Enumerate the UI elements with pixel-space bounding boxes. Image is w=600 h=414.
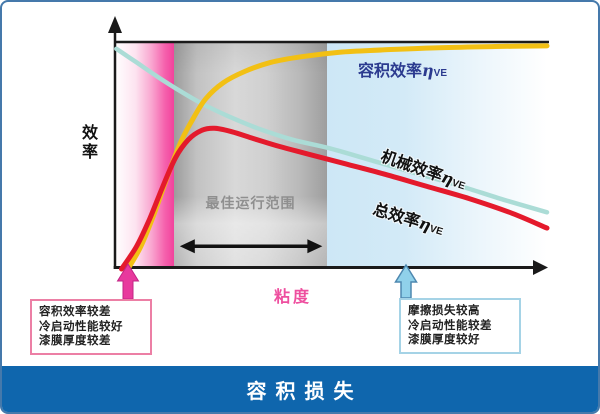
high-viscosity-up-arrow-icon xyxy=(394,263,418,299)
volumetric-label-sub: VE xyxy=(433,68,447,79)
x-axis-label: 粘度 xyxy=(274,289,313,306)
x-axis-arrow-icon xyxy=(533,260,548,275)
high-viscosity-callout: 摩擦损失较高 冷启动性能较差 漆膜厚度较好 xyxy=(399,298,521,354)
optimal-range-arrow-head-icon xyxy=(307,239,323,254)
y-axis-label: 效率 xyxy=(81,125,98,161)
optimal-range-label: 最佳运行范围 xyxy=(205,195,296,211)
curve-volumetric-efficiency xyxy=(125,43,550,272)
high-viscosity-region xyxy=(327,42,547,269)
callout-line: 冷启动性能较差 xyxy=(408,319,492,332)
low-viscosity-up-arrow-icon xyxy=(116,263,140,300)
callout-line: 冷启动性能较好 xyxy=(39,320,123,333)
curve-total-efficiency xyxy=(119,125,550,272)
footer-title: 容积损失 xyxy=(246,380,363,403)
curves-layer xyxy=(114,43,550,272)
callout-line: 漆膜厚度较好 xyxy=(408,334,480,346)
chart-canvas xyxy=(108,16,550,300)
volumetric-label-text: 容积效率 xyxy=(358,63,423,80)
callout-line: 摩擦损失较高 xyxy=(408,305,480,317)
optimal-range-arrow-head-icon xyxy=(179,239,195,254)
callout-line: 容积效率较差 xyxy=(39,306,111,318)
chart-plot-area: 效率 最佳运行范围 粘度 容积效率ηVE 机械效率ηVE 总效率ηVE 容积效率… xyxy=(2,2,598,370)
volumetric-efficiency-label: 容积效率ηVE xyxy=(358,57,447,81)
footer-bar: 容积损失 xyxy=(2,366,598,412)
curve-mechanical-efficiency xyxy=(114,46,550,215)
y-axis-arrow-icon xyxy=(108,16,122,33)
callout-line: 漆膜厚度较差 xyxy=(39,335,111,347)
low-viscosity-callout: 容积效率较差 冷启动性能较好 漆膜厚度较差 xyxy=(30,299,152,355)
volumetric-label-eta: η xyxy=(422,61,434,80)
optimal-range-arrow xyxy=(179,239,323,254)
optimal-range-region xyxy=(174,42,327,269)
